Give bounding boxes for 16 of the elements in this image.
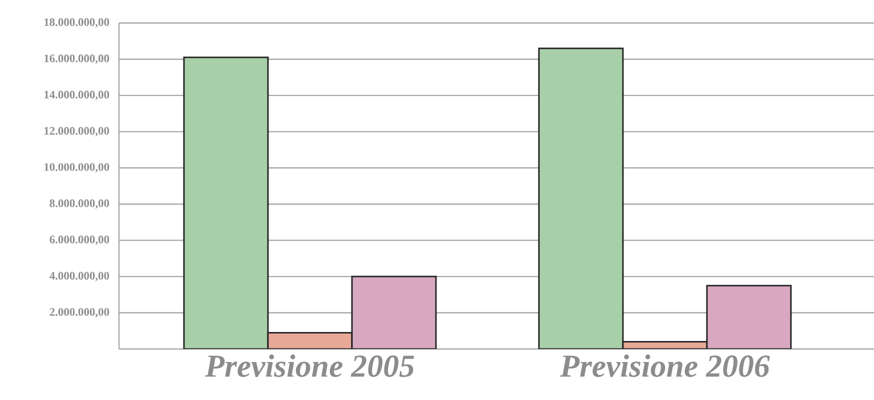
y-tick-label: 2.000.000,00 [50,308,110,318]
y-tick-label: 10.000.000,00 [44,163,110,173]
y-tick-label: 6.000.000,00 [50,236,110,246]
y-tick-label: 14.000.000,00 [44,90,110,100]
x-tick-label: Previsione 2006 [560,354,770,377]
bar [351,276,437,349]
y-tick-label: 16.000.000,00 [44,54,110,64]
bar [183,56,269,349]
x-tick-label: Previsione 2005 [205,354,414,377]
y-tick-label: 8.000.000,00 [50,199,110,209]
y-tick-label: 12.000.000,00 [44,126,110,136]
bar [267,332,353,349]
bar [538,48,624,349]
y-tick-label: 18.000.000,00 [44,18,110,28]
y-tick-label: 4.000.000,00 [49,272,110,282]
bar [706,284,792,349]
